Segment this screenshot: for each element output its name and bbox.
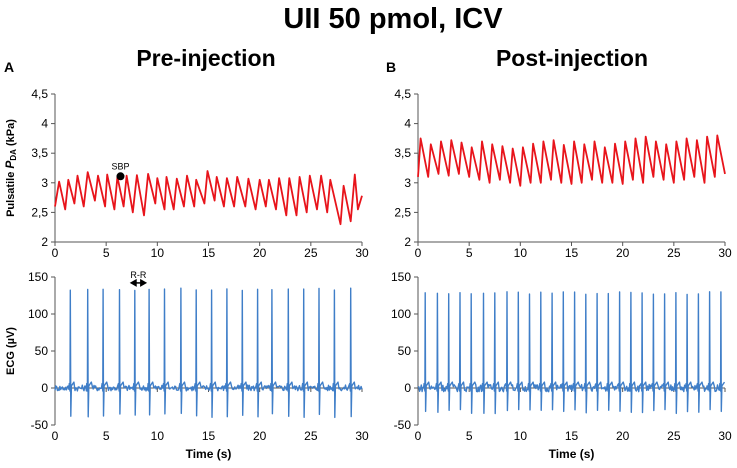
x-tick-label: 0 <box>415 246 422 260</box>
x-tick-label: 5 <box>103 246 110 260</box>
y-tick-label: 2,5 <box>31 205 48 219</box>
x-tick-label: 20 <box>253 429 267 443</box>
x-tick-label: 15 <box>202 429 216 443</box>
rr-arrow-head-left <box>129 278 137 287</box>
x-tick-label: 25 <box>304 246 318 260</box>
y-tick-label: 2 <box>404 235 411 249</box>
series-line <box>417 134 726 187</box>
y-tick-label: 3,5 <box>31 146 48 160</box>
sbp-marker <box>116 172 125 181</box>
x-tick-label: 30 <box>355 246 369 260</box>
x-tick-label: 0 <box>52 429 59 443</box>
y-tick-label: 2,5 <box>394 205 411 219</box>
rr-arrow-head-right <box>140 278 148 287</box>
y-tick-label: 4 <box>41 117 48 131</box>
x-tick-label: 15 <box>565 429 579 443</box>
panel-a-letter: A <box>4 59 14 75</box>
y-axis-label: Pulsatile PDA (kPa) <box>3 119 18 217</box>
x-tick-label: 25 <box>667 429 681 443</box>
y-tick-label: 4 <box>404 117 411 131</box>
y-tick-label: 4,5 <box>394 87 411 101</box>
x-tick-label: 15 <box>202 246 216 260</box>
y-tick-label: 4,5 <box>31 87 48 101</box>
y-tick-label: 100 <box>28 307 48 321</box>
sbp-label: SBP <box>111 161 129 171</box>
y-tick-label: 50 <box>35 344 49 358</box>
x-tick-label: 20 <box>616 246 630 260</box>
y-axis-label-part: Pulsatile <box>5 169 17 217</box>
figure-title: UII 50 pmol, ICV <box>283 3 503 35</box>
x-tick-label: 25 <box>667 246 681 260</box>
x-tick-label: 30 <box>718 246 732 260</box>
y-tick-label: 100 <box>391 307 411 321</box>
x-tick-label: 5 <box>103 429 110 443</box>
y-tick-label: 50 <box>398 344 412 358</box>
x-tick-label: 20 <box>253 246 267 260</box>
panel-a-title: Pre-injection <box>136 45 275 71</box>
y-tick-label: 0 <box>404 381 411 395</box>
series-line <box>54 170 363 226</box>
x-axis-label: Time (s) <box>549 447 595 461</box>
series-line <box>417 291 726 415</box>
y-axis-label: ECG (µV) <box>5 327 17 375</box>
y-tick-label: 3,5 <box>394 146 411 160</box>
x-tick-label: 30 <box>718 429 732 443</box>
chart-b-top-pressure: 2 2,5 3 3,5 4 4,5 0 5 10 15 20 25 30 <box>394 87 732 260</box>
y-axis-label-italic: P <box>3 160 17 169</box>
y-tick-label: 3 <box>41 176 48 190</box>
series-line <box>54 287 363 419</box>
y-tick-label: 150 <box>28 270 48 284</box>
x-tick-label: 5 <box>466 429 473 443</box>
x-tick-label: 10 <box>151 246 165 260</box>
y-tick-label: -50 <box>394 418 412 432</box>
y-tick-label: 0 <box>41 381 48 395</box>
x-tick-label: 5 <box>466 246 473 260</box>
y-tick-label: 150 <box>391 270 411 284</box>
y-axis-label-subscript: DA <box>9 149 18 161</box>
y-tick-label: 2 <box>41 235 48 249</box>
panel-b-letter: B <box>386 59 396 75</box>
x-tick-label: 15 <box>565 246 579 260</box>
x-axis-label: Time (s) <box>186 447 232 461</box>
x-tick-label: 20 <box>616 429 630 443</box>
x-tick-label: 10 <box>514 429 528 443</box>
x-tick-label: 10 <box>514 246 528 260</box>
y-tick-label: -50 <box>31 418 49 432</box>
x-tick-label: 0 <box>415 429 422 443</box>
y-axis-label-unit: (kPa) <box>5 119 17 149</box>
x-tick-label: 0 <box>52 246 59 260</box>
x-tick-label: 30 <box>355 429 369 443</box>
rr-label: R-R <box>130 270 146 280</box>
y-tick-label: 3 <box>404 176 411 190</box>
panel-b-title: Post-injection <box>496 45 648 71</box>
chart-a-top-pressure: 2 2,5 3 3,5 4 4,5 0 5 10 15 20 25 30 Pulsatile PDA (k… <box>3 87 369 260</box>
x-tick-label: 25 <box>304 429 318 443</box>
x-tick-label: 10 <box>151 429 165 443</box>
